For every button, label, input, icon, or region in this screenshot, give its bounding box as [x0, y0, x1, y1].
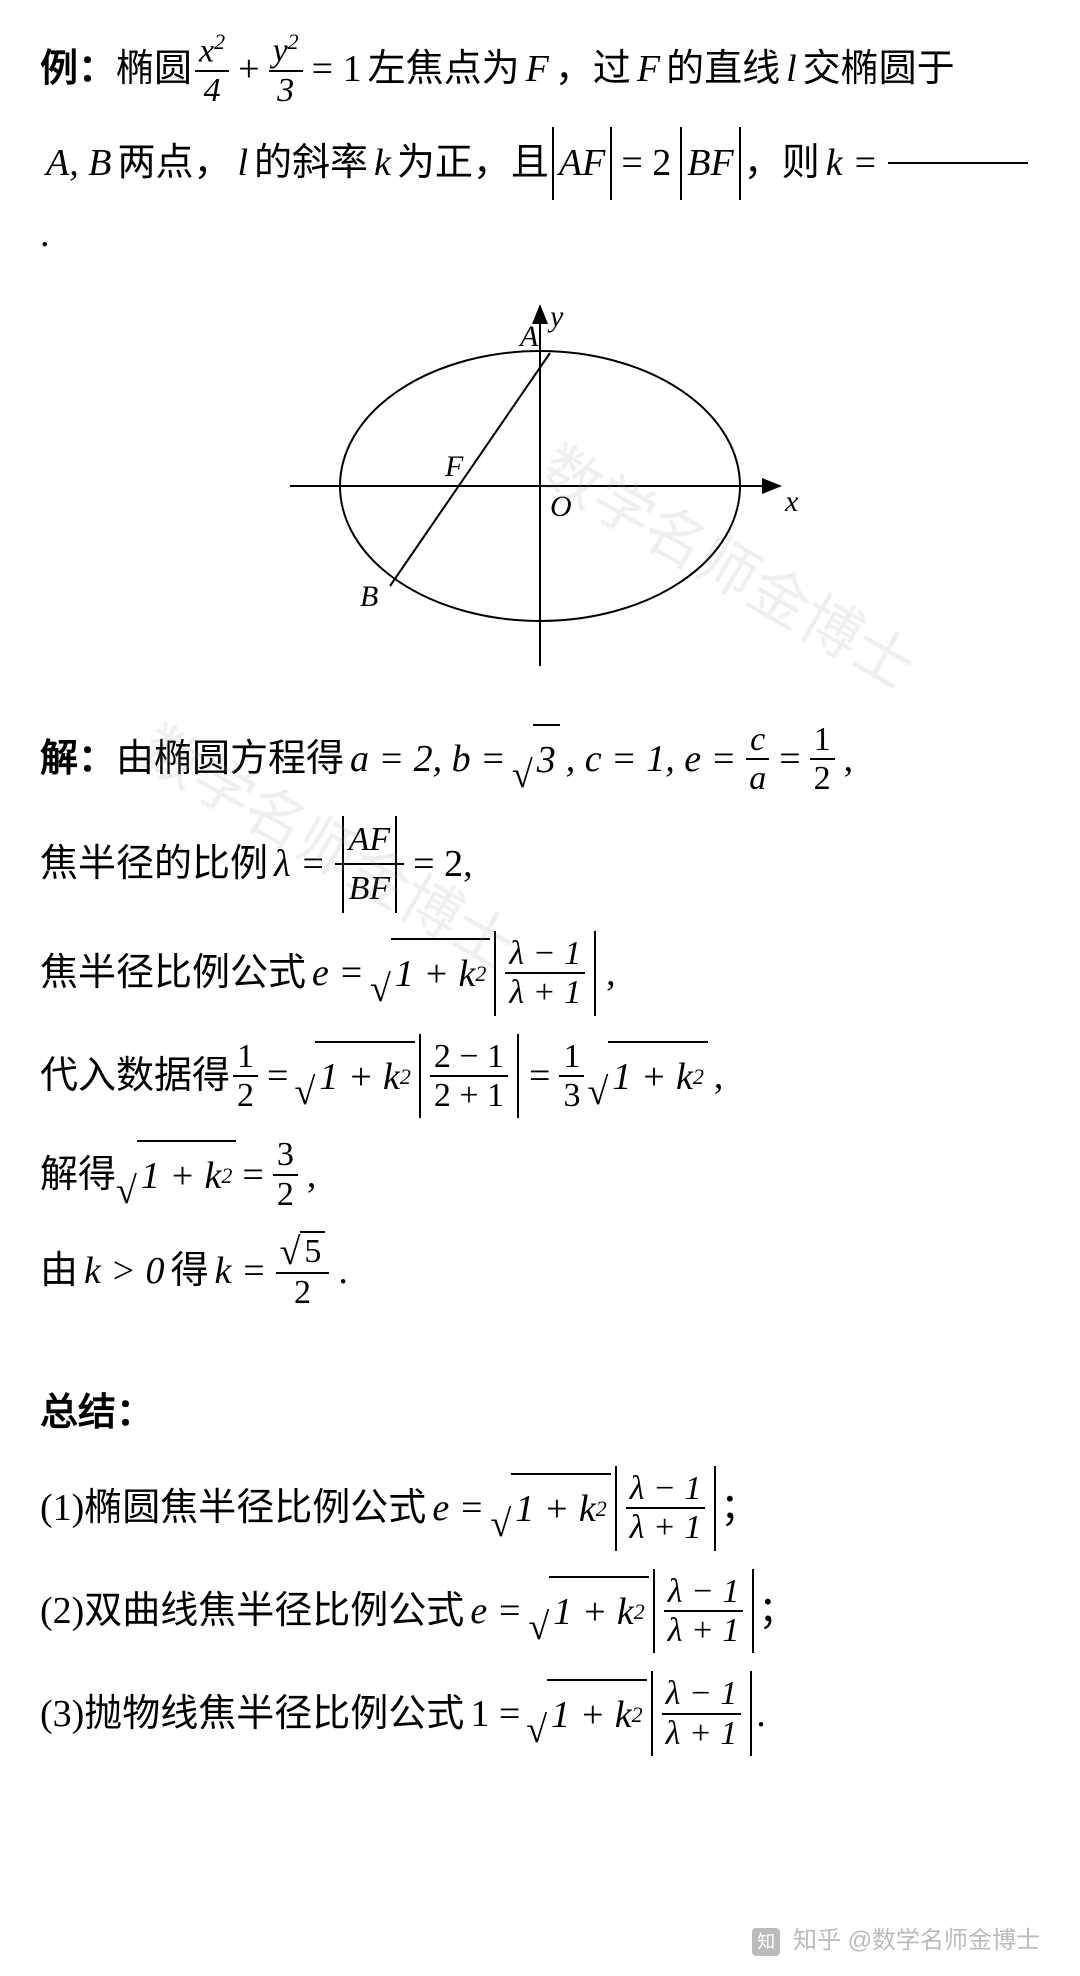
abs-s2: λ − 1 λ + 1	[653, 1569, 755, 1654]
abs-AF: AF	[552, 127, 612, 199]
label-F: F	[444, 450, 464, 483]
var-k: k	[374, 129, 391, 197]
sqrt-s3: √1 + k2	[526, 1679, 646, 1749]
frac-32: 3 2	[273, 1136, 298, 1213]
text: 解得	[40, 1141, 116, 1209]
solution-label: 解：	[40, 725, 116, 793]
text: 两点，	[117, 129, 231, 197]
label-A: A	[518, 320, 539, 353]
var-F2: F	[637, 35, 660, 103]
frac-sqrt5-2: √5 2	[276, 1231, 330, 1311]
var-F: F	[526, 35, 549, 103]
text: 得	[171, 1237, 209, 1305]
var-l: l	[786, 35, 797, 103]
frac-ca: c a	[745, 721, 770, 798]
frac-af-bf: AF BF	[335, 816, 405, 913]
solution-line-1: 解： 由椭圆方程得 a = 2, b = √3 , c = 1, e = c a…	[40, 721, 1040, 798]
frac-13: 1 3	[559, 1038, 584, 1115]
abs-frac: λ − 1 λ + 1	[494, 931, 596, 1016]
label-y: y	[547, 300, 564, 333]
ellipse-diagram: y x A B F O	[40, 286, 1040, 691]
text: 由	[40, 1237, 78, 1305]
sqrt-3: √3	[512, 724, 560, 794]
zhihu-icon: 知	[752, 1928, 780, 1956]
text: 由椭圆方程得	[116, 725, 344, 793]
text: 左焦点为	[368, 35, 520, 103]
sqrt-1k2c: √1 + k2	[587, 1041, 707, 1111]
text: 焦半径比例公式	[40, 939, 306, 1007]
sqrt-1k2d: √1 + k2	[116, 1140, 236, 1210]
abs-s1: λ − 1 λ + 1	[615, 1466, 717, 1551]
var-k2: k	[826, 129, 843, 197]
text: ，过	[555, 35, 631, 103]
var-AB: A, B	[46, 129, 111, 197]
summary-heading: 总结：	[40, 1379, 1040, 1447]
chord-line	[390, 353, 550, 586]
footer-text: 知乎 @数学名师金博士	[793, 1927, 1040, 1954]
text: 椭圆	[116, 35, 192, 103]
answer-blank	[888, 162, 1028, 164]
problem-line-1: 例： 椭圆 x2 4 + y2 3 = 1 左焦点为 F ，过 F 的直线 l …	[40, 30, 1040, 109]
text: 代入数据得	[40, 1042, 230, 1110]
label-O: O	[550, 490, 572, 523]
solution-line-6: 由 k > 0 得 k = √5 2 .	[40, 1231, 1040, 1311]
lambda: λ =	[274, 830, 326, 898]
frac-y: y2 3	[269, 30, 303, 109]
text: 交椭圆于	[803, 35, 955, 103]
summary-item-1: (1)椭圆焦半径比例公式 e = √1 + k2 λ − 1 λ + 1 ；	[40, 1466, 1040, 1551]
sqrt-1k2b: √1 + k2	[294, 1041, 414, 1111]
label-B: B	[360, 580, 378, 613]
footer-credit: 知 知乎 @数学名师金博士	[752, 1920, 1040, 1956]
var-l2: l	[237, 129, 248, 197]
solution-line-5: 解得 √1 + k2 = 3 2 ,	[40, 1136, 1040, 1213]
eq: a = 2, b =	[350, 725, 506, 793]
abs-s3: λ − 1 λ + 1	[651, 1671, 753, 1756]
eq: , c = 1, e =	[566, 725, 737, 793]
summary-item-3: (3)抛物线焦半径比例公式 1 = √1 + k2 λ − 1 λ + 1 .	[40, 1671, 1040, 1756]
text: 焦半径的比例	[40, 830, 268, 898]
frac-12b: 1 2	[233, 1038, 258, 1115]
abs-frac-2: 2 − 1 2 + 1	[419, 1034, 519, 1119]
label-x: x	[784, 485, 799, 518]
text: (2)双曲线焦半径比例公式	[40, 1577, 464, 1645]
eq-2: = 2	[621, 129, 671, 197]
text: 为正，且	[397, 129, 549, 197]
abs-BF: BF	[680, 127, 740, 199]
solution-line-4: 代入数据得 1 2 = √1 + k2 2 − 1 2 + 1 = 1 3 √1…	[40, 1034, 1040, 1119]
eq-sign: =	[855, 129, 876, 197]
summary-item-2: (2)双曲线焦半径比例公式 e = √1 + k2 λ − 1 λ + 1 ；	[40, 1569, 1040, 1654]
problem-line-2: A, B 两点， l 的斜率 k 为正，且 AF = 2 BF ，则 k = .	[40, 127, 1040, 268]
sqrt-s1: √1 + k2	[490, 1473, 610, 1543]
plus: +	[238, 35, 259, 103]
sqrt-s2: √1 + k2	[528, 1576, 648, 1646]
sqrt-1k2: √1 + k2	[370, 938, 490, 1008]
solution-line-3: 焦半径比例公式 e = √1 + k2 λ − 1 λ + 1 ,	[40, 931, 1040, 1016]
frac-12: 1 2	[810, 721, 835, 798]
text: (1)椭圆焦半径比例公式	[40, 1474, 426, 1542]
solution-line-2: 焦半径的比例 λ = AF BF = 2,	[40, 816, 1040, 913]
summary-label: 总结：	[40, 1379, 154, 1447]
text: 的直线	[666, 35, 780, 103]
problem-label: 例：	[40, 35, 116, 103]
eq-1: = 1	[312, 35, 362, 103]
text: 的斜率	[254, 129, 368, 197]
text: (3)抛物线焦半径比例公式	[40, 1680, 464, 1748]
frac-x: x2 4	[195, 30, 229, 109]
text: ，则	[744, 129, 820, 197]
